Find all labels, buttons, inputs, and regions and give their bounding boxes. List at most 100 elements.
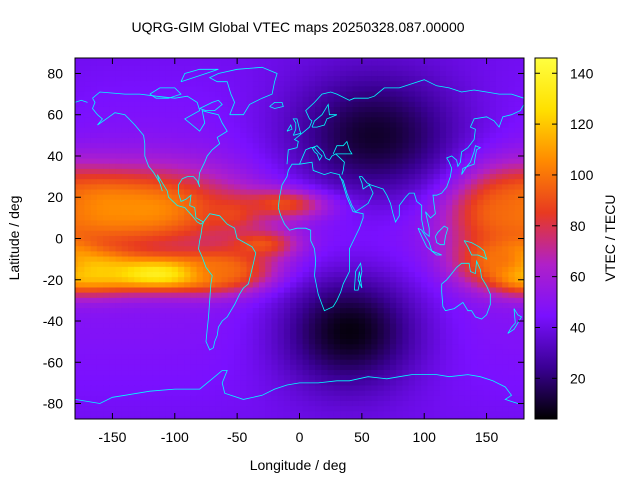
heatmap-cell [146,349,154,356]
heatmap-cell [277,313,285,320]
heatmap-cell [315,106,322,113]
heatmap-cell [371,344,379,350]
heatmap-cell [427,308,435,314]
heatmap-cell [234,163,241,170]
heatmap-cell [277,65,285,72]
heatmap-cell [402,230,410,237]
heatmap-cell [78,210,85,216]
heatmap-cell [371,174,379,180]
heatmap-cell [252,168,260,175]
heatmap-cell [115,215,123,222]
heatmap-cell [383,251,391,258]
heatmap-cell [315,194,322,201]
heatmap-cell [327,132,335,139]
heatmap-cell [227,70,235,77]
heatmap-cell [446,308,453,314]
heatmap-cell [352,70,360,77]
heatmap-cell [321,137,329,144]
heatmap-cell [246,199,254,206]
heatmap-cell [352,179,360,185]
heatmap-cell [433,132,441,139]
heatmap-cell [389,313,397,320]
heatmap-cell [358,189,366,196]
heatmap-cell [352,272,360,278]
heatmap-cell [520,390,524,397]
heatmap-cell [421,127,428,134]
heatmap-cell [427,204,435,211]
heatmap-cell [508,220,516,227]
heatmap-cell [202,406,210,412]
heatmap-cell [271,137,279,144]
heatmap-cell [152,204,160,211]
chart-title: UQRG-GIM Global VTEC maps 20250328.087.0… [131,19,464,35]
heatmap-cell [171,106,179,113]
heatmap-cell [514,282,522,289]
heatmap-cell [352,204,360,211]
heatmap-cell [271,204,279,211]
heatmap-cell [433,163,441,170]
heatmap-cell [277,58,285,62]
heatmap-cell [470,302,478,309]
heatmap-cell [283,58,291,62]
heatmap-cell [352,122,360,129]
heatmap-cell [90,230,98,237]
heatmap-cell [202,179,210,185]
heatmap-cell [352,313,360,320]
heatmap-cell [177,256,185,263]
heatmap-cell [209,194,216,201]
heatmap-cell [115,302,123,309]
heatmap-cell [184,204,191,211]
heatmap-cell [271,364,279,371]
heatmap-cell [134,70,142,77]
heatmap-cell [514,344,522,350]
heatmap-cell [109,297,117,304]
heatmap-cell [184,96,191,103]
heatmap-cell [446,225,453,232]
heatmap-cell [90,390,98,397]
heatmap-cell [152,302,160,309]
heatmap-cell [477,313,485,320]
heatmap-cell [333,96,341,103]
heatmap-cell [283,364,291,371]
heatmap-cell [215,380,223,387]
heatmap-cell [78,137,85,144]
heatmap-cell [327,370,335,376]
heatmap-cell [396,194,403,201]
heatmap-cell [152,339,160,345]
heatmap-cell [159,148,167,155]
heatmap-cell [221,220,229,227]
heatmap-cell [377,230,385,237]
heatmap-cell [333,117,341,124]
heatmap-cell [508,349,516,356]
heatmap-cell [483,122,491,129]
heatmap-cell [271,323,279,330]
heatmap-cell [103,400,110,407]
heatmap-cell [184,364,191,371]
heatmap-cell [340,349,347,356]
heatmap-cell [508,333,516,340]
heatmap-cell [258,282,266,289]
heatmap-cell [215,122,223,129]
heatmap-cell [252,204,260,211]
heatmap-cell [402,60,410,67]
heatmap-cell [396,302,403,309]
heatmap-cell [290,96,297,103]
heatmap-cell [121,266,129,273]
heatmap-cell [75,390,79,397]
heatmap-cell [271,127,279,134]
heatmap-cell [234,359,241,366]
heatmap-cell [377,256,385,263]
heatmap-cell [190,58,198,62]
heatmap-cell [452,370,460,376]
heatmap-cell [427,112,435,118]
heatmap-cell [90,81,98,87]
heatmap-cell [78,323,85,330]
heatmap-cell [109,235,117,242]
heatmap-cell [340,76,347,82]
heatmap-cell [258,308,266,314]
heatmap-cell [234,266,241,273]
heatmap-cell [352,277,360,283]
heatmap-cell [134,339,142,345]
heatmap-cell [321,370,329,376]
heatmap-cell [396,313,403,320]
